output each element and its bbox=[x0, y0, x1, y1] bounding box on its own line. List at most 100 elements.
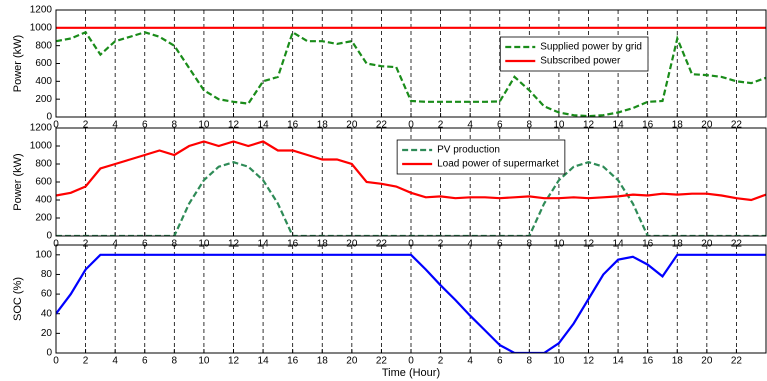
x-tick-label: 22 bbox=[376, 356, 388, 367]
x-tick-label: 18 bbox=[672, 356, 684, 367]
y-tick-label: 200 bbox=[35, 213, 52, 224]
series-line bbox=[56, 253, 766, 353]
x-tick-label: 4 bbox=[467, 239, 473, 250]
x-tick-label: 16 bbox=[642, 239, 654, 250]
y-tick-label: 100 bbox=[35, 249, 52, 260]
legend: PV production Load power of supermarket bbox=[396, 139, 566, 175]
x-tick-label: 10 bbox=[198, 239, 210, 250]
y-tick-label: 20 bbox=[41, 328, 53, 339]
x-tick-label: 8 bbox=[172, 120, 178, 131]
x-tick-label: 8 bbox=[527, 120, 533, 131]
x-tick-label: 12 bbox=[228, 120, 240, 131]
y-tick-label: 200 bbox=[35, 94, 52, 105]
y-tick-label: 80 bbox=[41, 269, 53, 280]
x-tick-label: 4 bbox=[112, 239, 118, 250]
x-tick-label: 14 bbox=[613, 356, 625, 367]
x-tick-label: 6 bbox=[142, 120, 148, 131]
x-tick-label: 10 bbox=[198, 120, 210, 131]
y-tick-label: 600 bbox=[35, 177, 52, 188]
legend-label: Supplied power by grid bbox=[540, 42, 642, 53]
y-tick-label: 60 bbox=[41, 289, 53, 300]
x-tick-label: 12 bbox=[228, 356, 240, 367]
x-tick-label: 6 bbox=[142, 356, 148, 367]
x-tick-label: 2 bbox=[83, 120, 89, 131]
x-tick-label: 18 bbox=[672, 120, 684, 131]
x-tick-label: 2 bbox=[438, 239, 444, 250]
x-tick-label: 8 bbox=[527, 239, 533, 250]
x-tick-label: 8 bbox=[527, 356, 533, 367]
x-tick-label: 14 bbox=[258, 120, 270, 131]
x-tick-label: 20 bbox=[701, 120, 713, 131]
x-tick-label: 20 bbox=[346, 239, 358, 250]
x-tick-label: 12 bbox=[583, 120, 595, 131]
x-tick-label: 18 bbox=[672, 239, 684, 250]
x-tick-label: 22 bbox=[376, 239, 388, 250]
x-tick-label: 0 bbox=[408, 239, 414, 250]
x-tick-label: 18 bbox=[317, 239, 329, 250]
x-tick-label: 10 bbox=[553, 120, 565, 131]
y-axis-label: Power (kW) bbox=[12, 35, 24, 92]
legend-label: Subscribed power bbox=[540, 56, 621, 67]
y-tick-label: 800 bbox=[35, 159, 52, 170]
y-tick-label: 0 bbox=[46, 348, 52, 359]
x-tick-label: 4 bbox=[112, 356, 118, 367]
x-tick-label: 10 bbox=[553, 356, 565, 367]
x-tick-label: 16 bbox=[642, 356, 654, 367]
x-tick-label: 18 bbox=[317, 120, 329, 131]
x-tick-label: 14 bbox=[613, 239, 625, 250]
x-tick-label: 4 bbox=[467, 120, 473, 131]
x-tick-label: 10 bbox=[198, 356, 210, 367]
x-tick-label: 18 bbox=[317, 356, 329, 367]
x-tick-label: 8 bbox=[172, 239, 178, 250]
x-tick-label: 16 bbox=[287, 356, 299, 367]
x-tick-label: 22 bbox=[376, 120, 388, 131]
y-tick-label: 1000 bbox=[30, 22, 53, 33]
x-tick-label: 12 bbox=[228, 239, 240, 250]
x-axis-label: Time (Hour) bbox=[382, 367, 440, 379]
x-tick-label: 0 bbox=[53, 120, 59, 131]
x-tick-label: 2 bbox=[438, 356, 444, 367]
y-tick-label: 400 bbox=[35, 76, 52, 87]
legend-box bbox=[396, 139, 566, 175]
legend-label: Load power of supermarket bbox=[437, 159, 559, 170]
y-tick-label: 800 bbox=[35, 40, 52, 51]
y-tick-label: 1200 bbox=[30, 5, 53, 16]
x-tick-label: 0 bbox=[408, 120, 414, 131]
x-tick-label: 2 bbox=[438, 120, 444, 131]
x-tick-label: 0 bbox=[408, 356, 414, 367]
x-tick-label: 16 bbox=[287, 120, 299, 131]
x-tick-label: 22 bbox=[731, 120, 743, 131]
x-tick-label: 20 bbox=[701, 356, 713, 367]
x-tick-label: 10 bbox=[553, 239, 565, 250]
plot-frame bbox=[55, 127, 767, 237]
x-tick-label: 4 bbox=[467, 356, 473, 367]
y-tick-label: 600 bbox=[35, 58, 52, 69]
plot-frame bbox=[55, 9, 767, 118]
series-line bbox=[56, 140, 766, 202]
legend-box bbox=[499, 36, 649, 72]
y-tick-label: 1000 bbox=[30, 141, 53, 152]
plot-frame bbox=[55, 244, 767, 354]
y-tick-label: 400 bbox=[35, 195, 52, 206]
x-tick-label: 6 bbox=[142, 239, 148, 250]
x-tick-label: 12 bbox=[583, 239, 595, 250]
series-line bbox=[56, 30, 766, 117]
legend: Supplied power by grid Subscribed power bbox=[499, 36, 649, 72]
x-tick-label: 6 bbox=[497, 239, 503, 250]
x-tick-label: 20 bbox=[701, 239, 713, 250]
y-tick-label: 0 bbox=[46, 231, 52, 242]
y-axis-label: SOC (%) bbox=[12, 277, 24, 321]
x-tick-label: 22 bbox=[731, 239, 743, 250]
legend-label: PV production bbox=[437, 145, 500, 156]
x-tick-label: 6 bbox=[497, 356, 503, 367]
x-tick-label: 4 bbox=[112, 120, 118, 131]
x-tick-label: 8 bbox=[172, 356, 178, 367]
x-tick-label: 22 bbox=[731, 356, 743, 367]
x-tick-label: 20 bbox=[346, 120, 358, 131]
x-tick-label: 0 bbox=[53, 356, 59, 367]
y-tick-label: 40 bbox=[41, 308, 53, 319]
x-tick-label: 2 bbox=[83, 239, 89, 250]
x-tick-label: 0 bbox=[53, 239, 59, 250]
